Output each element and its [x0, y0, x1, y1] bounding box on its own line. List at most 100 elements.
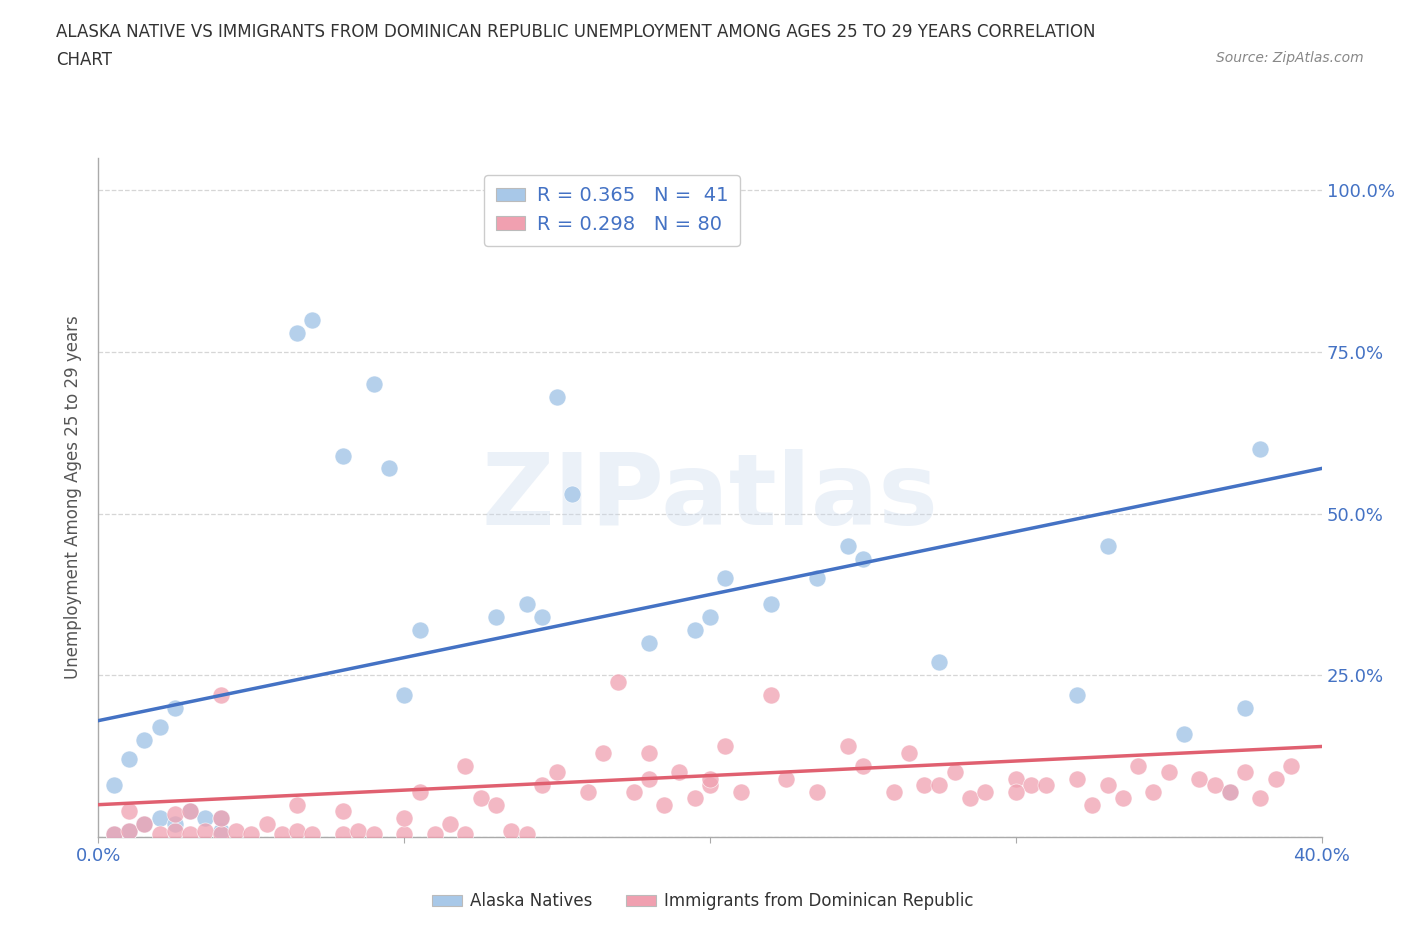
Point [714, 571, 737, 586]
Point [943, 764, 966, 779]
Point [225, 823, 247, 838]
Point [683, 623, 706, 638]
Point [1249, 790, 1271, 805]
Text: ALASKA NATIVE VS IMMIGRANTS FROM DOMINICAN REPUBLIC UNEMPLOYMENT AMONG AGES 25 T: ALASKA NATIVE VS IMMIGRANTS FROM DOMINIC… [56, 23, 1095, 41]
Point [637, 771, 661, 786]
Point [392, 827, 416, 842]
Point [179, 804, 201, 818]
Point [378, 461, 401, 476]
Point [179, 804, 201, 818]
Point [363, 377, 385, 392]
Y-axis label: Unemployment Among Ages 25 to 29 years: Unemployment Among Ages 25 to 29 years [65, 315, 83, 680]
Point [118, 823, 141, 838]
Point [561, 487, 583, 502]
Point [1279, 759, 1302, 774]
Point [1249, 442, 1271, 457]
Point [1004, 784, 1026, 799]
Point [332, 804, 354, 818]
Point [103, 777, 125, 792]
Point [775, 771, 797, 786]
Point [928, 655, 950, 670]
Point [897, 746, 920, 761]
Point [439, 817, 461, 831]
Point [759, 687, 782, 702]
Point [546, 390, 568, 405]
Point [1264, 771, 1286, 786]
Point [1112, 790, 1135, 805]
Point [209, 810, 232, 825]
Point [530, 610, 553, 625]
Point [1066, 771, 1088, 786]
Point [683, 790, 706, 805]
Point [607, 674, 630, 689]
Point [285, 823, 308, 838]
Point [103, 827, 125, 842]
Point [118, 752, 141, 767]
Point [1066, 687, 1088, 702]
Point [837, 538, 859, 553]
Point [209, 810, 232, 825]
Point [637, 746, 661, 761]
Point [592, 746, 614, 761]
Point [240, 827, 263, 842]
Point [392, 810, 416, 825]
Point [1035, 777, 1057, 792]
Point [485, 610, 508, 625]
Point [516, 827, 538, 842]
Point [209, 687, 232, 702]
Point [103, 827, 125, 842]
Point [209, 823, 232, 838]
Point [134, 817, 156, 831]
Point [392, 687, 416, 702]
Point [332, 827, 354, 842]
Point [149, 810, 172, 825]
Point [1219, 784, 1241, 799]
Point [1081, 797, 1104, 812]
Point [668, 764, 690, 779]
Point [1234, 764, 1257, 779]
Point [576, 784, 599, 799]
Point [912, 777, 935, 792]
Point [501, 823, 523, 838]
Point [1173, 726, 1195, 741]
Point [285, 797, 308, 812]
Legend: Alaska Natives, Immigrants from Dominican Republic: Alaska Natives, Immigrants from Dominica… [426, 885, 980, 917]
Text: CHART: CHART [56, 51, 112, 69]
Point [652, 797, 675, 812]
Point [1142, 784, 1164, 799]
Point [363, 827, 385, 842]
Point [485, 797, 508, 812]
Point [256, 817, 278, 831]
Point [623, 784, 645, 799]
Point [837, 739, 859, 754]
Point [1204, 777, 1226, 792]
Point [1188, 771, 1211, 786]
Point [883, 784, 905, 799]
Point [454, 827, 477, 842]
Point [408, 784, 430, 799]
Point [699, 777, 721, 792]
Point [301, 827, 323, 842]
Point [134, 817, 156, 831]
Point [1004, 771, 1026, 786]
Point [714, 739, 737, 754]
Point [118, 804, 141, 818]
Text: ZIPatlas: ZIPatlas [482, 449, 938, 546]
Point [270, 827, 292, 842]
Point [1157, 764, 1180, 779]
Point [209, 827, 232, 842]
Point [974, 784, 997, 799]
Point [1019, 777, 1042, 792]
Point [194, 823, 217, 838]
Point [194, 810, 217, 825]
Point [637, 635, 661, 650]
Point [163, 807, 186, 822]
Point [285, 326, 308, 340]
Point [852, 551, 875, 566]
Point [928, 777, 950, 792]
Point [118, 823, 141, 838]
Point [134, 733, 156, 748]
Point [408, 623, 430, 638]
Point [454, 759, 477, 774]
Point [332, 448, 354, 463]
